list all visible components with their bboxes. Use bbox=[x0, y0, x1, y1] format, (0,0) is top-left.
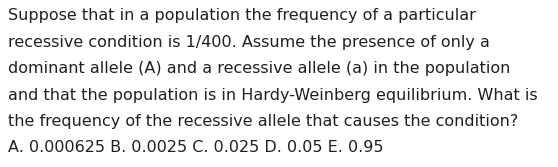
Text: the frequency of the recessive allele that causes the condition?: the frequency of the recessive allele th… bbox=[8, 114, 518, 129]
Text: dominant allele (A) and a recessive allele (a) in the population: dominant allele (A) and a recessive alle… bbox=[8, 61, 511, 76]
Text: A. 0.000625 B. 0.0025 C. 0.025 D. 0.05 E. 0.95: A. 0.000625 B. 0.0025 C. 0.025 D. 0.05 E… bbox=[8, 140, 384, 155]
Text: Suppose that in a population the frequency of a particular: Suppose that in a population the frequen… bbox=[8, 8, 476, 23]
Text: recessive condition is 1/400. Assume the presence of only a: recessive condition is 1/400. Assume the… bbox=[8, 35, 490, 50]
Text: and that the population is in Hardy-Weinberg equilibrium. What is: and that the population is in Hardy-Wein… bbox=[8, 88, 538, 103]
